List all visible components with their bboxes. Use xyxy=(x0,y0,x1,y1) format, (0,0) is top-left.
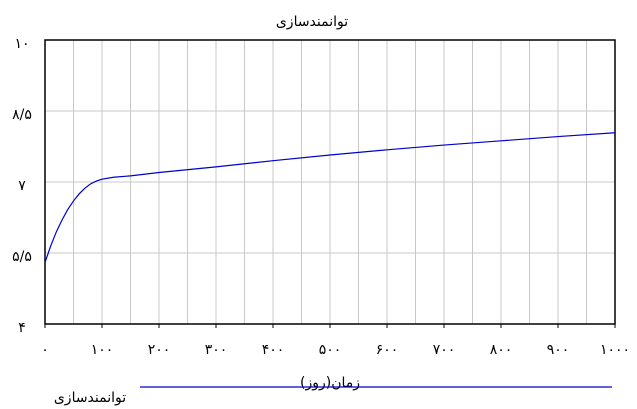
y-tick-label: ۸/۵ xyxy=(12,107,32,123)
x-tick-label: ۱۰۰۰ xyxy=(600,342,630,358)
y-tick-label: ۵/۵ xyxy=(12,249,32,265)
line-series xyxy=(44,132,616,263)
chart-title: توانمندسازی xyxy=(276,14,348,30)
x-tick-label: ۶۰۰ xyxy=(376,342,399,358)
x-tick-label: ۵۰۰ xyxy=(319,342,342,358)
x-tick-label: ۲۰۰ xyxy=(148,342,171,358)
x-tick-label: ۴۰۰ xyxy=(262,342,285,358)
x-tick-label: ۰ xyxy=(41,342,49,358)
y-tick-label: ۱۰ xyxy=(14,36,29,52)
x-tick-label: ۸۰۰ xyxy=(490,342,513,358)
legend-label: توانمندسازی xyxy=(54,390,126,406)
x-tick-label: ۹۰۰ xyxy=(547,342,570,358)
plot-frame xyxy=(44,39,616,325)
y-tick-label: ۴ xyxy=(18,320,26,336)
x-tick-label: ۱۰۰ xyxy=(91,342,114,358)
x-tick-label: ۳۰۰ xyxy=(205,342,228,358)
y-tick-label: ۷ xyxy=(18,178,26,194)
x-tick-label: ۷۰۰ xyxy=(433,342,456,358)
x-axis-label: زمان(روز) xyxy=(300,375,360,391)
